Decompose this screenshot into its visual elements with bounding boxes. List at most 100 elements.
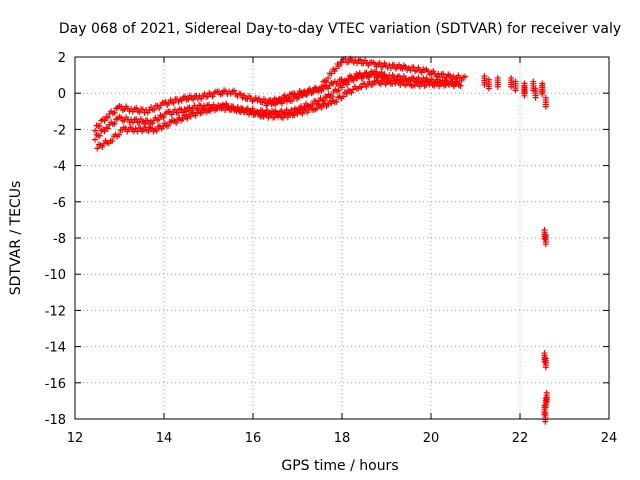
y-tick-label: -18 [45, 413, 66, 428]
data-point [263, 102, 270, 109]
data-point [485, 85, 492, 92]
data-point [92, 136, 99, 143]
data-point [512, 87, 519, 94]
data-point [461, 73, 468, 80]
data-point [180, 109, 187, 116]
data-point [333, 98, 340, 105]
data-point [187, 113, 194, 120]
data-point [363, 69, 370, 76]
chart-title: Day 068 of 2021, Sidereal Day-to-day VTE… [59, 21, 621, 37]
y-tick-label: -8 [53, 232, 66, 247]
data-point [151, 106, 158, 113]
data-point [542, 364, 549, 371]
data-point [366, 78, 373, 85]
data-point [183, 108, 190, 115]
data-point [539, 90, 546, 97]
data-point [542, 241, 549, 248]
data-point [111, 120, 118, 127]
data-point [271, 114, 278, 121]
data-point [543, 398, 550, 405]
data-point [300, 91, 307, 98]
data-point [541, 358, 548, 365]
data-point [92, 127, 99, 134]
y-tick-label: -4 [53, 160, 66, 175]
data-point [325, 74, 332, 81]
data-point [115, 131, 122, 138]
data-point [371, 60, 378, 67]
x-tick-label: 12 [67, 431, 84, 446]
data-point [381, 78, 388, 85]
data-point [325, 101, 332, 108]
data-point [440, 70, 447, 77]
data-point [153, 127, 160, 134]
data-point [155, 116, 162, 123]
series-track-d [263, 68, 388, 109]
data-point [379, 63, 386, 70]
data-point [481, 81, 488, 88]
data-point [454, 79, 461, 86]
y-axis-title: SDTVAR / TECUs [8, 181, 24, 296]
data-point [101, 128, 108, 135]
data-point [328, 70, 335, 77]
data-point [457, 82, 464, 89]
data-point [94, 145, 101, 152]
data-point [111, 109, 118, 116]
data-point [315, 88, 322, 95]
data-point [415, 64, 422, 71]
data-point [192, 112, 199, 119]
y-tick-label: -10 [45, 268, 66, 283]
data-point [201, 90, 208, 97]
data-point [270, 98, 277, 105]
data-point [209, 93, 216, 100]
data-point [381, 73, 388, 80]
data-point [259, 99, 266, 106]
data-point [229, 103, 236, 110]
data-point [260, 113, 267, 120]
axes: 12 14 16 18 20 22 24 -18 -16 -14 -12 -10 -8 -6 -4 -2 0 2 [45, 51, 618, 446]
data-point [133, 104, 140, 111]
data-point [160, 114, 167, 121]
data-point [335, 87, 342, 94]
data-point [231, 87, 238, 94]
data-point [144, 117, 151, 124]
y-tick-label: -6 [53, 196, 66, 211]
x-tick-label: 18 [334, 431, 351, 446]
data-point [136, 109, 143, 116]
data-point [328, 100, 335, 107]
data-point [101, 117, 108, 124]
data-points [92, 55, 550, 425]
data-point [387, 64, 394, 71]
data-point [328, 93, 335, 100]
data-point [96, 122, 103, 129]
data-point [156, 105, 163, 112]
data-point [186, 104, 193, 111]
data-point [340, 93, 347, 100]
data-point [345, 76, 352, 83]
data-point [345, 58, 352, 65]
data-point [118, 103, 125, 110]
data-point [343, 91, 350, 98]
data-point [402, 63, 409, 70]
data-point [396, 61, 403, 68]
data-point [310, 89, 317, 96]
data-point [118, 114, 125, 121]
x-tick-label: 16 [245, 431, 262, 446]
y-tick-label: 0 [58, 87, 66, 102]
data-point [450, 73, 457, 80]
data-point [278, 97, 285, 104]
data-point [532, 94, 539, 101]
data-point [288, 97, 295, 104]
grid [75, 57, 609, 419]
data-point [318, 104, 325, 111]
y-tick-label: -2 [53, 123, 66, 138]
x-tick-label: 24 [601, 431, 618, 446]
x-tick-label: 22 [512, 431, 529, 446]
data-point [411, 82, 418, 89]
data-point [99, 143, 106, 150]
data-point [542, 418, 549, 425]
data-point [109, 137, 116, 144]
data-point [149, 120, 156, 127]
data-point [137, 125, 144, 132]
y-tick-label: -14 [45, 341, 66, 356]
data-point [425, 68, 432, 75]
